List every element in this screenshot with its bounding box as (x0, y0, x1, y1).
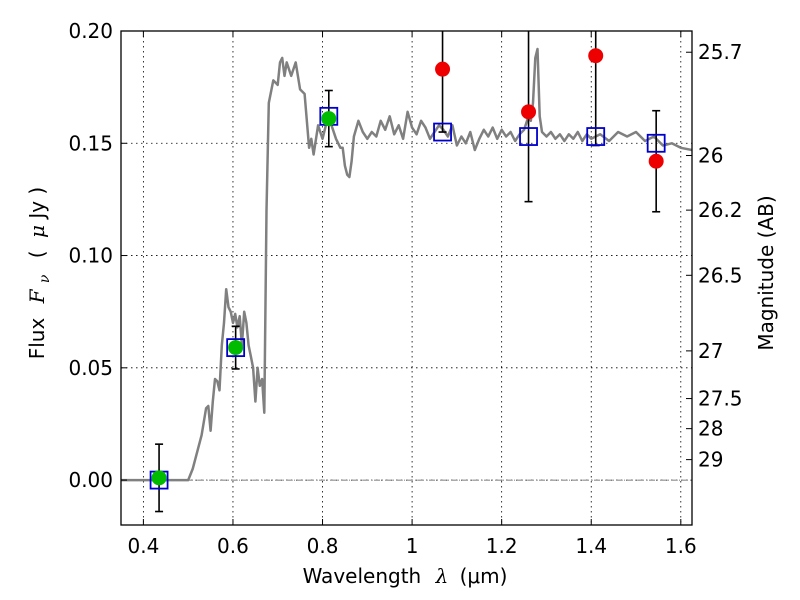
x-axis-label-lambda: λ (435, 564, 449, 588)
right-axis-label: Magnitude (AB) (754, 195, 778, 350)
mag-tick-label: 28 (698, 417, 723, 441)
mag-tick-label: 27 (698, 339, 723, 363)
x-axis-label: Wavelength λ (μm) (303, 564, 508, 588)
y-axis-label-nu: ν (37, 274, 53, 283)
plot-frame (120, 30, 693, 526)
model-band-square (433, 122, 452, 142)
mag-tick-label: 26 (698, 144, 723, 168)
y-axis-label-units: Jy ) (25, 187, 49, 221)
model-sed-line (121, 47, 692, 482)
mag-tick-label: 26.5 (698, 263, 743, 287)
detection-point (151, 470, 167, 486)
detection-point (321, 111, 337, 127)
y-tick-label: 0.10 (68, 244, 113, 268)
y-tick-label: 0.05 (68, 356, 113, 380)
y-axis-label: Flux F ν ( μ Jy ) (25, 187, 54, 360)
x-tick-label: 1.6 (665, 534, 697, 558)
x-axis-label-units: (μm) (460, 564, 508, 588)
model-band-square (646, 133, 666, 153)
mag-tick-label: 27.5 (698, 387, 743, 411)
measurement-point (435, 61, 451, 77)
y-tick-label: 0.00 (68, 468, 113, 492)
y-axis-label-mu: μ (25, 225, 49, 238)
y-axis-label-prefix: Flux (25, 318, 49, 360)
x-tick-label: 0.8 (307, 534, 339, 558)
y-axis-label-f: F (25, 288, 49, 304)
x-tick-label: 1 (406, 534, 419, 558)
measurement-point (588, 48, 604, 64)
mag-tick-label: 29 (698, 448, 723, 472)
x-tick-label: 0.4 (127, 534, 159, 558)
mag-tick-label: 25.7 (698, 40, 743, 64)
model-band-square (519, 127, 538, 146)
model-band-square (226, 338, 246, 358)
y-tick-label: 0.15 (68, 131, 113, 155)
plot-data (121, 31, 692, 513)
model-band-square (586, 127, 606, 146)
x-tick-label: 0.6 (217, 534, 249, 558)
x-axis-label-prefix: Wavelength (303, 564, 422, 588)
plot-series (121, 31, 692, 513)
measurement-point (648, 153, 664, 169)
x-tick-label: 1.4 (575, 534, 607, 558)
mag-tick-label: 26.2 (698, 198, 743, 222)
grid (121, 30, 692, 525)
ticks: 0.4 0.6 0.8 1 1.2 1.4 1.6 0.00 0.05 0.10 0.15 0.20 2… (68, 19, 742, 558)
detection-point (228, 340, 244, 356)
x-tick-label: 1.2 (486, 534, 518, 558)
y-axis-label-open: ( (25, 250, 49, 258)
y-tick-label: 0.20 (68, 19, 113, 43)
measurement-point (521, 104, 537, 120)
